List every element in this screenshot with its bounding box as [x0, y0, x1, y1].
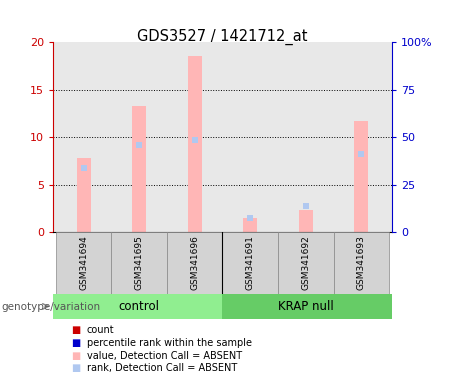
- Bar: [53, 294, 222, 319]
- Text: ■: ■: [71, 351, 81, 361]
- Bar: [299, 210, 313, 232]
- Text: GSM341694: GSM341694: [79, 236, 88, 290]
- Text: rank, Detection Call = ABSENT: rank, Detection Call = ABSENT: [87, 363, 237, 373]
- Text: GSM341691: GSM341691: [246, 236, 255, 290]
- Bar: [333, 232, 389, 294]
- Bar: [112, 232, 167, 294]
- Bar: [243, 218, 257, 232]
- Text: ■: ■: [71, 363, 81, 373]
- Bar: [77, 158, 90, 232]
- Bar: [132, 106, 146, 232]
- Bar: [188, 56, 201, 232]
- Text: genotype/variation: genotype/variation: [1, 302, 100, 312]
- Text: value, Detection Call = ABSENT: value, Detection Call = ABSENT: [87, 351, 242, 361]
- Bar: [223, 232, 278, 294]
- Text: GSM341693: GSM341693: [357, 236, 366, 290]
- Text: GDS3527 / 1421712_at: GDS3527 / 1421712_at: [137, 29, 308, 45]
- Bar: [278, 232, 333, 294]
- Text: ■: ■: [71, 325, 81, 335]
- Text: GSM341695: GSM341695: [135, 236, 144, 290]
- Text: percentile rank within the sample: percentile rank within the sample: [87, 338, 252, 348]
- Text: count: count: [87, 325, 114, 335]
- Bar: [167, 232, 223, 294]
- Text: GSM341696: GSM341696: [190, 236, 199, 290]
- Bar: [56, 232, 112, 294]
- Bar: [223, 294, 392, 319]
- Text: GSM341692: GSM341692: [301, 236, 310, 290]
- Text: ■: ■: [71, 338, 81, 348]
- Bar: [355, 121, 368, 232]
- Text: control: control: [118, 300, 160, 313]
- Text: KRAP null: KRAP null: [278, 300, 334, 313]
